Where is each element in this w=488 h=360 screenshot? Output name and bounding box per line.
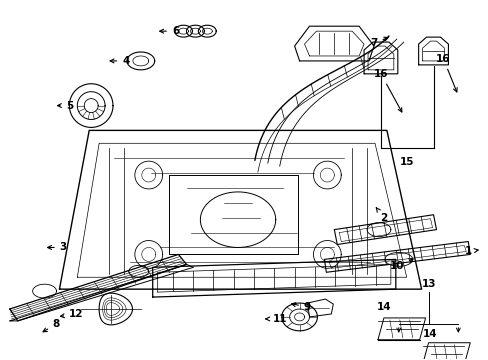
Text: 11: 11 — [265, 314, 286, 324]
Text: 4: 4 — [110, 56, 129, 66]
Text: 5: 5 — [58, 100, 73, 111]
Text: 13: 13 — [421, 279, 435, 289]
Text: 2: 2 — [375, 208, 387, 223]
Text: 10: 10 — [389, 259, 412, 271]
Text: 16: 16 — [435, 54, 456, 92]
Text: 8: 8 — [43, 319, 60, 332]
Text: 16: 16 — [373, 69, 401, 112]
Text: 1: 1 — [464, 247, 477, 256]
Text: 7: 7 — [369, 37, 387, 48]
Text: 14: 14 — [376, 302, 390, 312]
Text: 12: 12 — [61, 309, 83, 319]
Text: 3: 3 — [47, 243, 67, 252]
Text: 6: 6 — [160, 26, 179, 36]
Text: 15: 15 — [399, 157, 413, 167]
Text: 14: 14 — [423, 329, 437, 339]
Text: 9: 9 — [291, 302, 310, 312]
